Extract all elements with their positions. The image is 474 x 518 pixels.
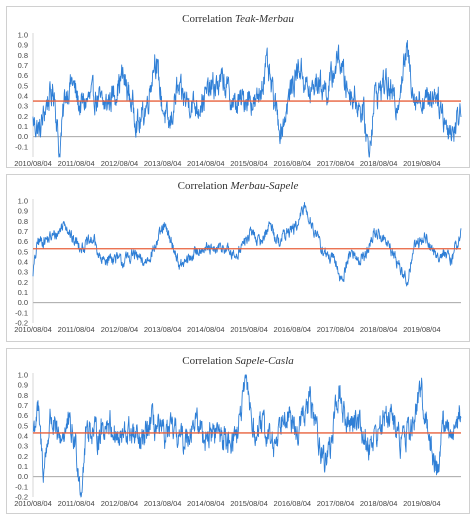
y-tick-label: 0.9 [18, 41, 28, 50]
y-tick-label: 0.0 [18, 132, 28, 141]
x-tick-label: 2012/08/04 [101, 159, 139, 167]
y-tick-label: 1.0 [18, 31, 28, 40]
y-tick-label: 0.6 [18, 71, 28, 80]
chart-teak-merbau: Correlation Teak-Merbau1.00.90.80.70.60.… [14, 13, 462, 167]
x-tick-label: 2010/08/04 [14, 325, 52, 334]
y-tick-label: 0.3 [18, 442, 28, 451]
y-tick-label: -0.2 [15, 319, 28, 328]
y-tick-label: 0.8 [18, 217, 28, 226]
x-tick-label: 2010/08/04 [14, 499, 52, 508]
x-tick-label: 2019/08/04 [403, 499, 441, 508]
y-tick-label: 0.7 [18, 61, 28, 70]
chart-sapele-casla: Correlation Sapele-Casla1.00.90.80.70.60… [14, 355, 462, 508]
chart-panel-teak-merbau: Correlation Teak-Merbau 1.0 0.9 0.8 0.7 0.6 0.… [6, 6, 470, 168]
x-tick-label: 2015/08/04 [230, 325, 268, 334]
x-tick-label: 2011/08/04 [58, 325, 95, 334]
x-tick-label: 2011/08/04 [58, 499, 95, 508]
chart-title-prefix: Correlation [182, 355, 235, 367]
y-tick-label: 0.5 [18, 421, 28, 430]
chart-title-prefix: Correlation [182, 13, 235, 25]
chart-panel-sapele-casla: Correlation Sapele-Casla 1.0 0.9 0.8 0.7 0.6 0… [6, 348, 470, 514]
y-tick-label: 0.0 [18, 472, 28, 481]
x-tick-label: 2014/08/04 [187, 159, 225, 167]
y-tick-label: 1.0 [18, 197, 28, 206]
y-tick-label: 0.5 [18, 247, 28, 256]
x-tick-label: 2010/08/04 [14, 159, 52, 167]
x-tick-label: 2016/08/04 [274, 499, 312, 508]
y-tick-label: 0.5 [18, 81, 28, 90]
y-tick-label: 0.6 [18, 411, 28, 420]
x-tick-label: 2015/08/04 [230, 499, 268, 508]
x-tick-label: 2013/08/04 [144, 159, 182, 167]
x-tick-label: 2018/08/04 [360, 499, 398, 508]
y-tick-label: -0.1 [15, 142, 28, 151]
chart-title-pair: Sapele-Casla [235, 355, 294, 367]
y-tick-label: -0.1 [15, 308, 28, 317]
y-tick-label: 0.6 [18, 237, 28, 246]
correlation-series-line [32, 201, 462, 287]
x-tick-label: 2018/08/04 [360, 325, 398, 334]
y-tick-label: -0.2 [15, 493, 28, 502]
x-tick-label: 2017/08/04 [317, 325, 355, 334]
x-tick-label: 2015/08/04 [230, 159, 268, 167]
x-tick-label: 2012/08/04 [101, 499, 139, 508]
y-tick-label: 0.8 [18, 391, 28, 400]
chart-title-pair: Merbau-Sapele [230, 180, 299, 192]
x-tick-label: 2012/08/04 [101, 325, 139, 334]
y-tick-label: 0.7 [18, 227, 28, 236]
correlation-series-line [32, 39, 462, 158]
y-tick-label: 0.1 [18, 288, 28, 297]
x-tick-label: 2019/08/04 [403, 159, 441, 167]
chart-title-prefix: Correlation [178, 180, 231, 192]
x-tick-label: 2019/08/04 [403, 325, 441, 334]
y-tick-label: 0.0 [18, 298, 28, 307]
y-tick-label: 0.2 [18, 112, 28, 121]
x-tick-label: 2014/08/04 [187, 325, 225, 334]
y-tick-label: 0.4 [18, 258, 28, 267]
y-tick-label: 0.4 [18, 92, 28, 101]
y-tick-label: 0.1 [18, 462, 28, 471]
y-tick-label: 0.7 [18, 401, 28, 410]
x-tick-label: 2011/08/04 [58, 159, 95, 167]
x-tick-label: 2017/08/04 [317, 499, 355, 508]
y-tick-label: 0.3 [18, 268, 28, 277]
y-tick-label: -0.1 [15, 482, 28, 491]
y-tick-label: 0.2 [18, 452, 28, 461]
chart-merbau-sapele: Correlation Merbau-Sapele 1.00.90.80.70.6… [14, 180, 462, 334]
y-tick-label: 0.9 [18, 207, 28, 216]
correlation-series-line [32, 374, 462, 498]
y-tick-label: 1.0 [18, 371, 28, 380]
x-tick-label: 2013/08/04 [144, 325, 182, 334]
y-tick-label: 0.3 [18, 102, 28, 111]
chart-title-pair: Teak-Merbau [235, 13, 294, 25]
chart-title: Correlation Sapele-Casla [182, 355, 294, 367]
chart-title: Correlation Merbau-Sapele [178, 180, 299, 192]
x-tick-label: 2018/08/04 [360, 159, 398, 167]
chart-panel-merbau-sapele: Correlation Merbau-Sapele 1.0 0.9 0.8 0.7 0.6… [6, 174, 470, 342]
y-tick-label: 0.2 [18, 278, 28, 287]
y-tick-label: 0.1 [18, 122, 28, 131]
y-tick-label: 0.9 [18, 381, 28, 390]
chart-title: Correlation Teak-Merbau [182, 13, 294, 25]
y-tick-label: 0.8 [18, 51, 28, 60]
x-tick-label: 2016/08/04 [274, 325, 312, 334]
x-tick-label: 2014/08/04 [187, 499, 225, 508]
y-tick-label: 0.4 [18, 432, 28, 441]
x-tick-label: 2017/08/04 [317, 159, 355, 167]
x-tick-label: 2013/08/04 [144, 499, 182, 508]
x-tick-label: 2016/08/04 [274, 159, 312, 167]
